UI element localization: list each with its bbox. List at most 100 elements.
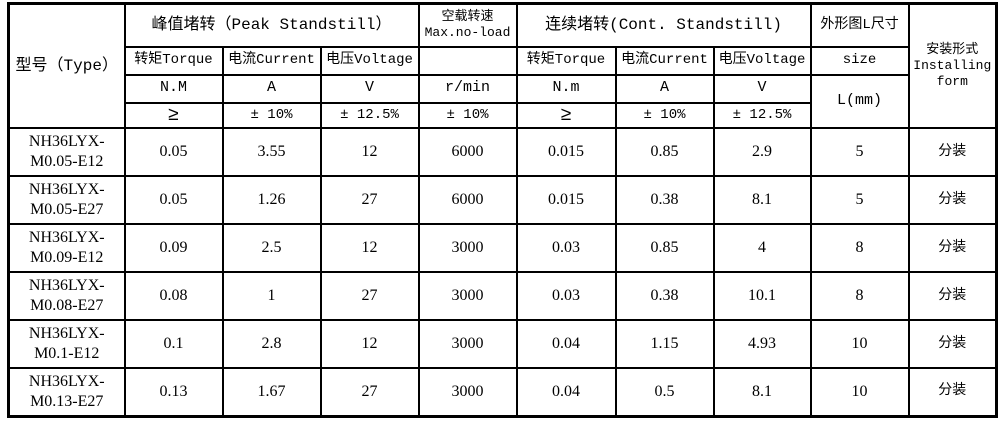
cell-install: 分装	[907, 367, 998, 418]
unit-cont-torque: N.m	[515, 73, 617, 104]
cell-cont-voltage: 4.93	[712, 319, 812, 370]
cell-peak-torque: 0.05	[123, 127, 224, 178]
cell-peak-current: 1.26	[221, 175, 322, 226]
cell-noload-speed: 3000	[417, 319, 518, 370]
cell-noload-speed: 6000	[417, 175, 518, 226]
cell-cont-torque: 0.03	[515, 223, 617, 274]
header-install-group: 安装形式 Installing form	[907, 2, 998, 130]
cell-install: 分装	[907, 175, 998, 226]
cell-model: NH36LYX- M0.1-E12	[7, 319, 126, 370]
header-size-group: 外形图L尺寸	[809, 2, 910, 48]
cell-peak-voltage: 12	[319, 319, 420, 370]
cell-size-l: 5	[809, 175, 910, 226]
unit-peak-voltage: V	[319, 73, 420, 104]
header-cont-torque: 转矩Torque	[515, 45, 617, 76]
tolerance-peak-torque: ≥	[123, 101, 224, 130]
cell-install: 分装	[907, 127, 998, 178]
tolerance-peak-voltage: ± 12.5%	[319, 101, 420, 130]
cell-cont-voltage: 2.9	[712, 127, 812, 178]
cell-cont-voltage: 4	[712, 223, 812, 274]
header-peak-group: 峰值堵转（Peak Standstill）	[123, 2, 420, 48]
cell-cont-voltage: 10.1	[712, 271, 812, 322]
table-row: NH36LYX- M0.08-E27 0.08 1 27 3000 0.03 0…	[7, 271, 998, 322]
header-peak-current: 电流Current	[221, 45, 322, 76]
table-row: NH36LYX- M0.13-E27 0.13 1.67 27 3000 0.0…	[7, 367, 998, 418]
unit-cont-voltage: V	[712, 73, 812, 104]
cell-size-l: 10	[809, 319, 910, 370]
cell-peak-voltage: 12	[319, 127, 420, 178]
header-cont-group: 连续堵转(Cont. Standstill)	[515, 2, 812, 48]
unit-noload: r/min	[417, 73, 518, 104]
table-row: NH36LYX- M0.05-E27 0.05 1.26 27 6000 0.0…	[7, 175, 998, 226]
cell-cont-torque: 0.04	[515, 319, 617, 370]
cell-cont-torque: 0.04	[515, 367, 617, 418]
cell-model: NH36LYX- M0.08-E27	[7, 271, 126, 322]
cell-install: 分装	[907, 271, 998, 322]
cell-noload-speed: 6000	[417, 127, 518, 178]
cell-peak-torque: 0.05	[123, 175, 224, 226]
cell-model: NH36LYX- M0.09-E12	[7, 223, 126, 274]
table-row: NH36LYX- M0.05-E12 0.05 3.55 12 6000 0.0…	[7, 127, 998, 178]
cell-cont-current: 0.38	[614, 175, 715, 226]
tolerance-cont-current: ± 10%	[614, 101, 715, 130]
header-peak-voltage: 电压Voltage	[319, 45, 420, 76]
cell-noload-speed: 3000	[417, 271, 518, 322]
cell-cont-current: 0.38	[614, 271, 715, 322]
tolerance-noload: ± 10%	[417, 101, 518, 130]
cell-noload-speed: 3000	[417, 223, 518, 274]
cell-install: 分装	[907, 223, 998, 274]
cell-size-l: 5	[809, 127, 910, 178]
tolerance-cont-torque: ≥	[515, 101, 617, 130]
tolerance-cont-voltage: ± 12.5%	[712, 101, 812, 130]
unit-peak-torque: N.M	[123, 73, 224, 104]
cell-size-l: 10	[809, 367, 910, 418]
cell-cont-current: 1.15	[614, 319, 715, 370]
cell-peak-torque: 0.08	[123, 271, 224, 322]
header-cont-voltage: 电压Voltage	[712, 45, 812, 76]
cell-peak-voltage: 27	[319, 175, 420, 226]
cell-peak-voltage: 27	[319, 271, 420, 322]
unit-size: L(mm)	[809, 73, 910, 130]
cell-peak-current: 2.5	[221, 223, 322, 274]
cell-peak-torque: 0.1	[123, 319, 224, 370]
cell-cont-current: 0.85	[614, 223, 715, 274]
cell-cont-current: 0.85	[614, 127, 715, 178]
unit-peak-current: A	[221, 73, 322, 104]
cell-cont-torque: 0.03	[515, 271, 617, 322]
cell-cont-current: 0.5	[614, 367, 715, 418]
cell-size-l: 8	[809, 271, 910, 322]
cell-peak-current: 2.8	[221, 319, 322, 370]
unit-cont-current: A	[614, 73, 715, 104]
cell-install: 分装	[907, 319, 998, 370]
cell-peak-torque: 0.09	[123, 223, 224, 274]
header-noload-group: 空载转速 Max.no-load	[417, 2, 518, 48]
cell-model: NH36LYX- M0.13-E27	[7, 367, 126, 418]
header-size-sub: size	[809, 45, 910, 76]
motor-spec-table: 型号（Type） 峰值堵转（Peak Standstill） 空载转速 Max.…	[7, 2, 999, 418]
cell-cont-torque: 0.015	[515, 175, 617, 226]
header-row-tolerances: ≥ ± 10% ± 12.5% ± 10% ≥ ± 10% ± 12.5%	[9, 101, 997, 130]
table-row: NH36LYX- M0.09-E12 0.09 2.5 12 3000 0.03…	[7, 223, 998, 274]
cell-peak-torque: 0.13	[123, 367, 224, 418]
header-noload-spacer	[417, 45, 518, 76]
cell-cont-voltage: 8.1	[712, 367, 812, 418]
header-row-columns: 转矩Torque 电流Current 电压Voltage 转矩Torque 电流…	[9, 45, 997, 76]
header-peak-torque: 转矩Torque	[123, 45, 224, 76]
cell-peak-voltage: 27	[319, 367, 420, 418]
cell-peak-current: 1.67	[221, 367, 322, 418]
cell-model: NH36LYX- M0.05-E12	[7, 127, 126, 178]
header-type: 型号（Type）	[7, 2, 126, 130]
header-row-units: N.M A V r/min N.m A V L(mm)	[9, 73, 997, 130]
table-row: NH36LYX- M0.1-E12 0.1 2.8 12 3000 0.04 1…	[7, 319, 998, 370]
cell-peak-current: 3.55	[221, 127, 322, 178]
cell-cont-voltage: 8.1	[712, 175, 812, 226]
cell-noload-speed: 3000	[417, 367, 518, 418]
header-cont-current: 电流Current	[614, 45, 715, 76]
cell-size-l: 8	[809, 223, 910, 274]
header-row-groups: 型号（Type） 峰值堵转（Peak Standstill） 空载转速 Max.…	[7, 2, 998, 130]
cell-cont-torque: 0.015	[515, 127, 617, 178]
cell-peak-current: 1	[221, 271, 322, 322]
cell-peak-voltage: 12	[319, 223, 420, 274]
tolerance-peak-current: ± 10%	[221, 101, 322, 130]
cell-model: NH36LYX- M0.05-E27	[7, 175, 126, 226]
